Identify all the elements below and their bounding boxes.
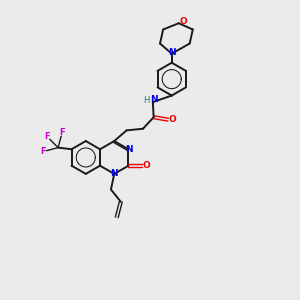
Text: N: N [110,169,118,178]
Text: F: F [59,128,65,137]
Text: F: F [44,132,50,141]
Text: N: N [150,95,158,104]
Text: N: N [125,145,132,154]
Text: O: O [180,17,188,26]
Text: O: O [168,115,176,124]
Text: H: H [143,96,149,105]
Text: F: F [40,147,46,156]
Text: O: O [142,161,150,170]
Text: N: N [168,48,176,57]
